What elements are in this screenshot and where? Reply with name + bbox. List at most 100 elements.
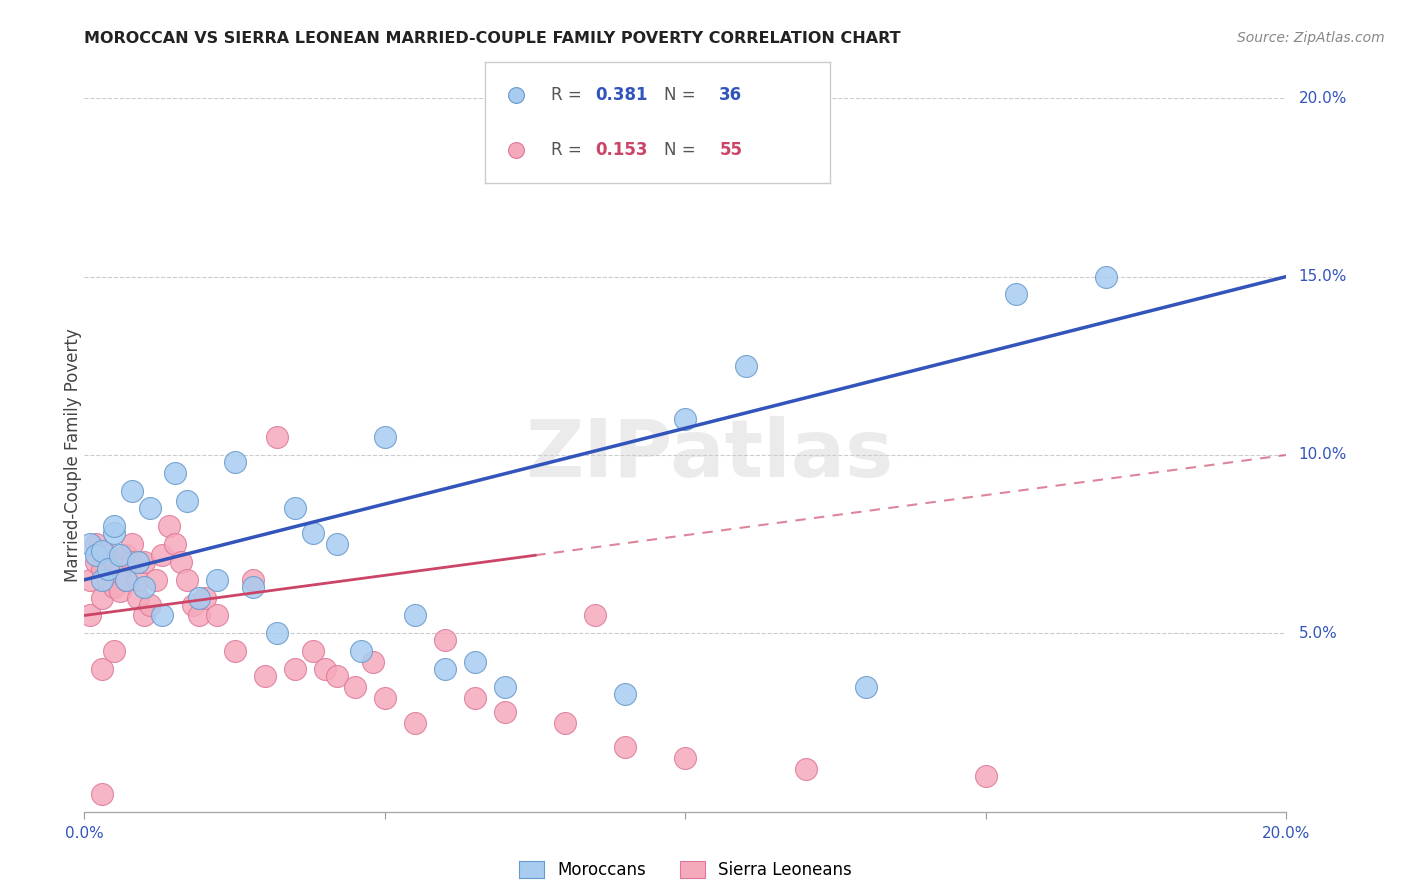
Point	[614, 687, 637, 701]
Point	[127, 573, 149, 587]
Point	[187, 608, 209, 623]
Point	[91, 662, 114, 676]
Point	[242, 573, 264, 587]
Point	[97, 573, 120, 587]
Point	[121, 537, 143, 551]
Point	[614, 740, 637, 755]
Point	[794, 762, 817, 776]
Point	[505, 144, 527, 158]
Text: 5.0%: 5.0%	[1299, 626, 1337, 640]
Point	[253, 669, 276, 683]
Point	[91, 591, 114, 605]
Point	[434, 662, 457, 676]
Point	[115, 573, 138, 587]
Point	[301, 526, 323, 541]
Point	[404, 608, 426, 623]
Point	[494, 705, 516, 719]
Point	[145, 573, 167, 587]
Point	[187, 591, 209, 605]
Point	[361, 655, 384, 669]
Point	[103, 555, 125, 569]
Point	[242, 580, 264, 594]
Point	[266, 626, 288, 640]
Point	[91, 787, 114, 801]
Point	[314, 662, 336, 676]
Point	[110, 548, 132, 562]
Point	[326, 669, 349, 683]
Point	[855, 680, 877, 694]
Point	[326, 537, 349, 551]
Point	[284, 501, 307, 516]
Text: Source: ZipAtlas.com: Source: ZipAtlas.com	[1237, 31, 1385, 45]
Point	[176, 494, 198, 508]
Point	[91, 573, 114, 587]
Point	[86, 537, 108, 551]
Point	[91, 562, 114, 576]
Point	[350, 644, 373, 658]
Point	[1095, 269, 1118, 284]
Point	[97, 548, 120, 562]
Point	[139, 501, 162, 516]
Point	[152, 608, 174, 623]
Point	[374, 690, 396, 705]
Point	[86, 548, 108, 562]
Text: N =: N =	[664, 86, 702, 104]
Point	[139, 598, 162, 612]
Point	[97, 562, 120, 576]
Point	[583, 608, 606, 623]
Point	[494, 680, 516, 694]
Point	[554, 715, 576, 730]
Text: 15.0%: 15.0%	[1299, 269, 1347, 284]
Point	[464, 655, 486, 669]
Y-axis label: Married-Couple Family Poverty: Married-Couple Family Poverty	[65, 328, 82, 582]
Point	[110, 583, 132, 598]
Point	[734, 359, 756, 373]
Point	[134, 608, 156, 623]
Point	[115, 548, 138, 562]
Text: 0.381: 0.381	[595, 86, 648, 104]
Point	[121, 483, 143, 498]
Point	[505, 87, 527, 102]
Point	[163, 537, 186, 551]
Point	[103, 644, 125, 658]
Point	[266, 430, 288, 444]
Point	[284, 662, 307, 676]
Point	[675, 751, 697, 765]
Point	[374, 430, 396, 444]
Text: 0.153: 0.153	[595, 141, 648, 160]
Point	[79, 537, 101, 551]
Point	[169, 555, 191, 569]
Point	[1005, 287, 1028, 301]
Text: R =: R =	[551, 86, 586, 104]
Point	[121, 555, 143, 569]
Point	[224, 644, 246, 658]
Text: R =: R =	[551, 141, 586, 160]
Point	[404, 715, 426, 730]
Text: 55: 55	[720, 141, 742, 160]
Point	[343, 680, 366, 694]
Point	[157, 519, 180, 533]
Point	[163, 466, 186, 480]
Point	[134, 580, 156, 594]
Point	[205, 573, 228, 587]
Text: 36: 36	[720, 86, 742, 104]
Point	[115, 573, 138, 587]
Point	[464, 690, 486, 705]
Text: 20.0%: 20.0%	[1299, 91, 1347, 105]
Point	[224, 455, 246, 469]
Point	[103, 519, 125, 533]
Point	[176, 573, 198, 587]
Point	[434, 633, 457, 648]
Point	[103, 526, 125, 541]
Point	[86, 555, 108, 569]
Point	[110, 562, 132, 576]
Text: MOROCCAN VS SIERRA LEONEAN MARRIED-COUPLE FAMILY POVERTY CORRELATION CHART: MOROCCAN VS SIERRA LEONEAN MARRIED-COUPL…	[84, 31, 901, 46]
Point	[79, 608, 101, 623]
Point	[301, 644, 323, 658]
Point	[974, 769, 997, 783]
Point	[91, 544, 114, 558]
Point	[194, 591, 217, 605]
Point	[79, 573, 101, 587]
Text: N =: N =	[664, 141, 702, 160]
Point	[181, 598, 204, 612]
